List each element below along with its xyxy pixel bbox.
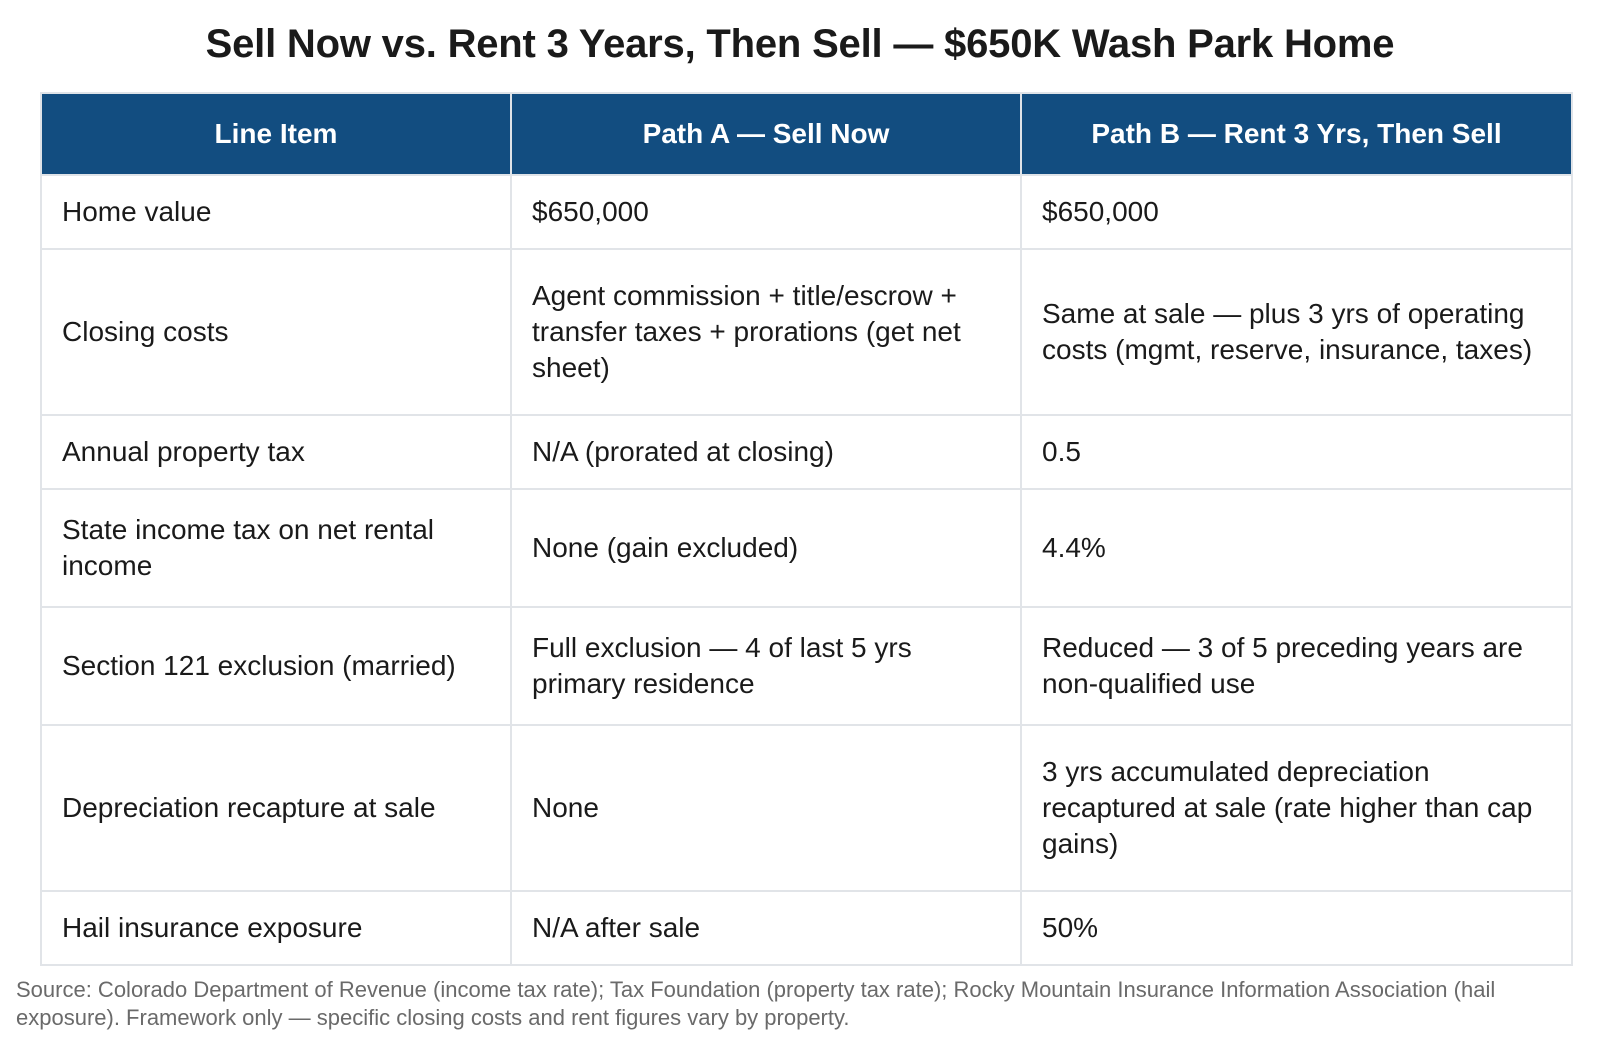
cell-path-a: $650,000 xyxy=(510,174,1022,250)
header-path-a: Path A — Sell Now xyxy=(510,92,1022,176)
cell-line-item: Depreciation recapture at sale xyxy=(40,724,512,892)
table-row: State income tax on net rental income No… xyxy=(40,488,1573,608)
header-path-b: Path B — Rent 3 Yrs, Then Sell xyxy=(1020,92,1573,176)
header-line-item: Line Item xyxy=(40,92,512,176)
page-title: Sell Now vs. Rent 3 Years, Then Sell — $… xyxy=(205,22,1395,66)
cell-path-b: 3 yrs accumulated depreciation recapture… xyxy=(1020,724,1573,892)
cell-path-a: None (gain excluded) xyxy=(510,488,1022,608)
cell-path-a: N/A (prorated at closing) xyxy=(510,414,1022,490)
cell-line-item: State income tax on net rental income xyxy=(40,488,512,608)
cell-path-b: Same at sale — plus 3 yrs of operating c… xyxy=(1020,248,1573,416)
cell-line-item: Annual property tax xyxy=(40,414,512,490)
source-note: Source: Colorado Department of Revenue (… xyxy=(16,977,1496,1030)
table-row: Annual property tax N/A (prorated at clo… xyxy=(40,414,1573,490)
cell-path-b: $650,000 xyxy=(1020,174,1573,250)
cell-line-item: Home value xyxy=(40,174,512,250)
cell-line-item: Closing costs xyxy=(40,248,512,416)
table-row: Closing costs Agent commission + title/e… xyxy=(40,248,1573,416)
cell-path-b: 4.4% xyxy=(1020,488,1573,608)
table-header-row: Line Item Path A — Sell Now Path B — Ren… xyxy=(40,92,1573,176)
table-row: Home value $650,000 $650,000 xyxy=(40,174,1573,250)
cell-path-a: N/A after sale xyxy=(510,890,1022,966)
cell-path-b: 50% xyxy=(1020,890,1573,966)
cell-line-item: Hail insurance exposure xyxy=(40,890,512,966)
comparison-table: Line Item Path A — Sell Now Path B — Ren… xyxy=(40,92,1573,966)
cell-line-item: Section 121 exclusion (married) xyxy=(40,606,512,726)
cell-path-b: Reduced — 3 of 5 preceding years are non… xyxy=(1020,606,1573,726)
cell-path-a: Agent commission + title/escrow + transf… xyxy=(510,248,1022,416)
cell-path-a: None xyxy=(510,724,1022,892)
table-row: Hail insurance exposure N/A after sale 5… xyxy=(40,890,1573,966)
table-row: Section 121 exclusion (married) Full exc… xyxy=(40,606,1573,726)
cell-path-b: 0.5 xyxy=(1020,414,1573,490)
table-row: Depreciation recapture at sale None 3 yr… xyxy=(40,724,1573,892)
cell-path-a: Full exclusion — 4 of last 5 yrs primary… xyxy=(510,606,1022,726)
